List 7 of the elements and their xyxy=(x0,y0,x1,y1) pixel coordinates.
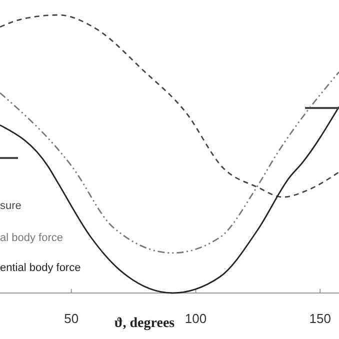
x-axis-title: ϑ, degrees xyxy=(114,316,176,331)
text: al body force xyxy=(0,232,63,244)
x-tick-label: 150 xyxy=(309,311,331,326)
x-tick-label: 50 xyxy=(64,311,79,326)
text: ential body force xyxy=(0,262,81,274)
text: sure xyxy=(0,200,22,212)
x-tick-label: 100 xyxy=(184,311,207,326)
